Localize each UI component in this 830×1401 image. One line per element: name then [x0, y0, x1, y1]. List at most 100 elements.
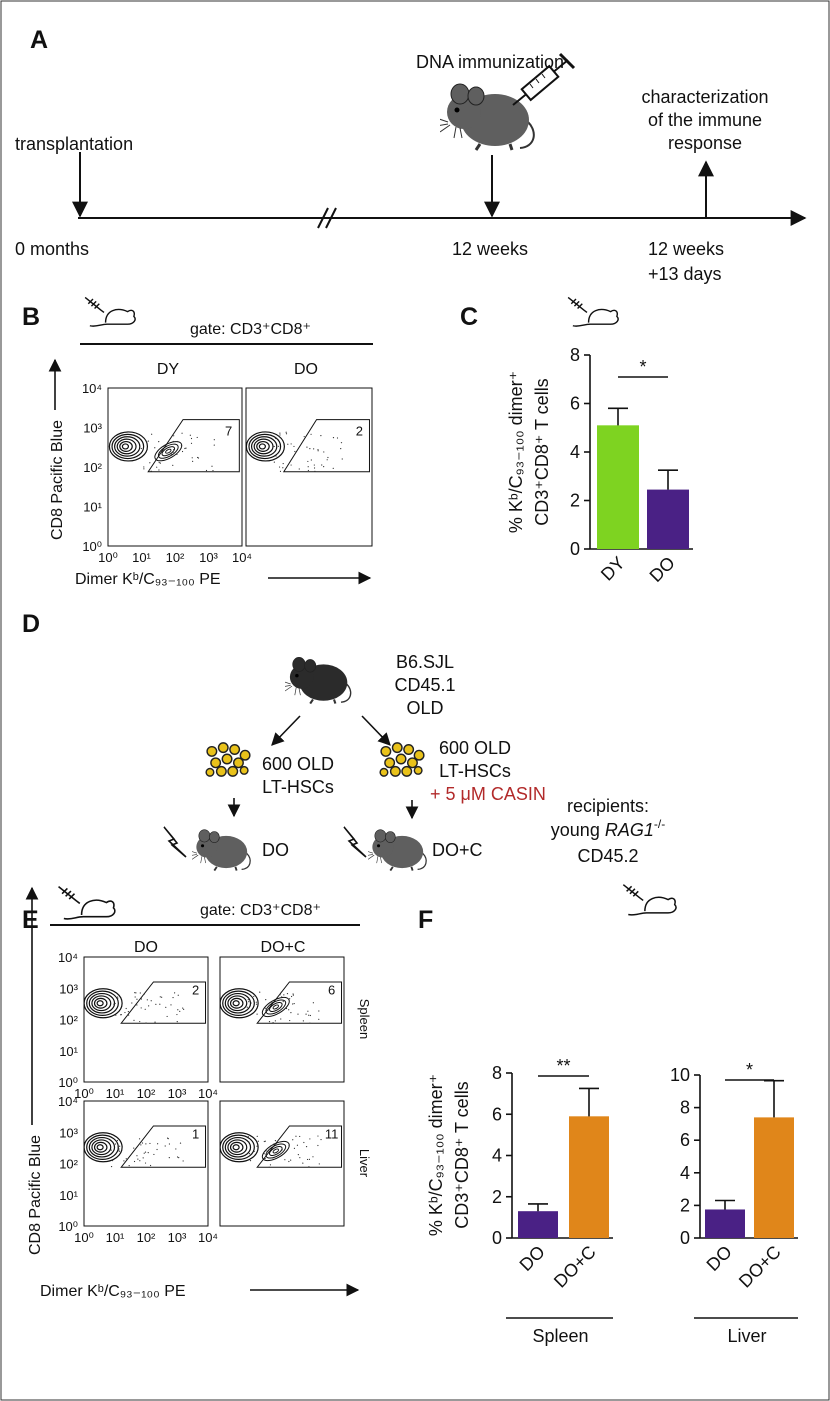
event-dot: [154, 447, 156, 449]
contour: [227, 1139, 248, 1156]
contour: [248, 433, 282, 460]
x-tick-label: 10²: [137, 1230, 156, 1245]
event-dot: [177, 994, 179, 996]
event-dot: [256, 1013, 258, 1015]
recipients-label: recipients:: [567, 796, 649, 816]
event-dot: [117, 1149, 119, 1151]
event-label: DNA immunization: [416, 52, 564, 72]
event-dot: [313, 464, 315, 466]
event-dot: [274, 1020, 276, 1022]
event-dot: [165, 445, 167, 447]
irradiation-icon: [343, 826, 367, 858]
y-tick-label: 10²: [83, 460, 102, 475]
event-dot: [294, 450, 296, 453]
event-dot: [116, 1139, 118, 1142]
event-dot: [264, 1140, 266, 1142]
contour: [93, 1141, 108, 1153]
event-dot: [128, 1165, 130, 1167]
event-dot: [179, 1010, 181, 1012]
event-dot: [166, 1015, 168, 1018]
event-dot: [180, 444, 183, 446]
contour: [272, 1004, 280, 1010]
y-axis-label: CD3⁺CD8⁺ T cells: [452, 1081, 472, 1228]
time-label: +13 days: [648, 264, 722, 284]
event-dot: [181, 432, 183, 434]
event-dot: [290, 464, 292, 466]
event-dot: [281, 1149, 283, 1151]
y-tick-label: 10⁴: [58, 950, 78, 965]
gate: [256, 1125, 343, 1168]
contour: [116, 438, 137, 455]
donor-label: B6.SJL: [396, 652, 454, 672]
event-dot: [159, 462, 161, 464]
event-dot: [110, 1149, 112, 1151]
event-dot: [170, 1004, 172, 1006]
cells-label: 600 OLD: [439, 738, 511, 758]
event-dot: [288, 1144, 290, 1146]
event-dot: [295, 1135, 297, 1137]
event-dot: [248, 1141, 250, 1143]
arrow: [361, 715, 391, 746]
event-dot: [146, 999, 148, 1001]
contour: [224, 992, 252, 1014]
gate: [282, 419, 370, 473]
significance-label: **: [556, 1056, 570, 1076]
event-dot: [293, 1147, 296, 1149]
panel-label: A: [30, 26, 48, 54]
contour: [232, 1144, 240, 1151]
event-dot: [110, 1165, 113, 1168]
immunized-icon: [84, 296, 136, 327]
event-dot: [313, 448, 315, 450]
event-dot: [302, 1020, 304, 1022]
event-dot: [332, 467, 334, 469]
significance-label: *: [746, 1060, 753, 1080]
gate-percent: 1: [192, 1127, 199, 1142]
axis-label: Dimer Kᵇ/C₉₃₋₁₀₀ PE: [75, 571, 221, 588]
gate-percent: 6: [328, 983, 335, 998]
y-tick-label: 6: [570, 394, 580, 414]
contour: [258, 443, 266, 450]
event-dot: [145, 1022, 147, 1024]
event-dot: [297, 1013, 299, 1015]
event-dot: [147, 440, 150, 442]
event-dot: [309, 1014, 311, 1017]
event-dot: [292, 993, 294, 995]
event-dot: [317, 450, 319, 452]
event-dot: [246, 1006, 248, 1008]
event-dot: [309, 1022, 311, 1024]
event-dot: [149, 462, 151, 464]
gate: [120, 1125, 207, 1168]
event-dot: [159, 1003, 161, 1005]
arrow: [271, 715, 301, 746]
event-dot: [144, 1162, 147, 1164]
event-dot: [165, 1006, 167, 1008]
event-dot: [272, 1157, 274, 1159]
flow-plot-frame: [107, 387, 243, 547]
event-dot: [172, 996, 174, 999]
event-dot: [139, 992, 141, 994]
event-dot: [268, 1021, 271, 1023]
event-dot: [271, 1001, 273, 1004]
immunized-icon: [57, 885, 116, 920]
error-bar: [658, 469, 678, 490]
event-dot: [117, 1146, 119, 1148]
event-dot: [141, 1142, 144, 1144]
event-dot: [317, 1135, 319, 1137]
contour: [265, 999, 287, 1015]
event-dot: [143, 466, 145, 468]
event-dot: [307, 466, 309, 468]
event-dot: [292, 1003, 294, 1005]
event-dot: [168, 1157, 170, 1159]
row-label: Spleen: [357, 999, 372, 1039]
y-tick-label: 6: [492, 1104, 502, 1124]
event-dot: [190, 442, 193, 444]
contour: [111, 433, 145, 460]
event-dot: [279, 470, 282, 472]
event-dot: [313, 467, 316, 469]
event-dot: [111, 1159, 114, 1162]
event-dot: [140, 1007, 142, 1009]
event-dot: [289, 998, 291, 1000]
event-dot: [176, 453, 178, 455]
gate-label: gate: CD3⁺CD8⁺: [190, 321, 311, 338]
y-tick-label: 10²: [59, 1013, 78, 1028]
